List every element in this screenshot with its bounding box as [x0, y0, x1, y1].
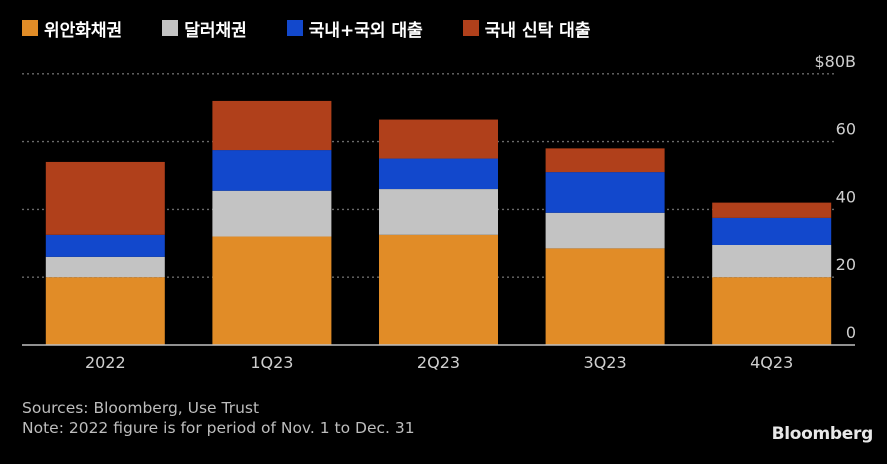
chart-footer: Sources: Bloomberg, Use Trust Note: 2022… — [22, 398, 415, 438]
legend-label: 달러채권 — [184, 20, 247, 41]
bar-segment — [379, 158, 498, 190]
y-tick-label: $80B — [814, 52, 856, 71]
y-tick-label: 20 — [836, 255, 856, 274]
bar-segment — [712, 217, 832, 245]
y-tick-label: 60 — [836, 120, 856, 139]
legend-item: 국내 신탁 대출 — [462, 16, 591, 41]
y-tick-label: 0 — [846, 323, 856, 342]
legend-item: 국내+국외 대출 — [286, 16, 423, 41]
bar-segment — [712, 277, 832, 345]
bar-segment — [379, 234, 498, 345]
bar-segment — [379, 189, 498, 235]
bar-segment — [45, 277, 165, 345]
bar-segment — [45, 161, 165, 235]
legend-swatch — [462, 20, 479, 36]
bar-segment — [212, 100, 332, 151]
legend-swatch — [162, 20, 179, 36]
sources-note: Sources: Bloomberg, Use Trust — [22, 399, 260, 417]
bar-segment — [45, 256, 165, 278]
period-note: Note: 2022 figure is for period of Nov. … — [22, 419, 415, 437]
x-tick-label: 2022 — [85, 353, 126, 372]
bar-segment — [545, 212, 665, 249]
bar-segment — [212, 150, 332, 191]
chart: 0 20 40 60 $80B 2022 1Q23 2Q23 3Q23 4Q23 — [22, 52, 856, 372]
legend-label: 국내+국외 대출 — [308, 20, 423, 41]
x-tick-label: 1Q23 — [250, 353, 293, 372]
bar-segment — [379, 119, 498, 159]
bar-segment — [212, 236, 332, 345]
bloomberg-logo: Bloomberg — [771, 424, 874, 444]
bar-segment — [712, 244, 832, 278]
legend-label: 위안화채권 — [44, 20, 123, 41]
legend-item: 위안화채권 — [22, 16, 122, 41]
y-tick-label: 40 — [836, 187, 856, 206]
bar-segment — [545, 248, 665, 345]
bar-segment — [45, 234, 165, 257]
legend-swatch — [286, 20, 303, 36]
bar-segment — [712, 202, 832, 218]
bar-segment — [212, 190, 332, 237]
legend-item: 달러채권 — [162, 16, 247, 41]
x-tick-label: 2Q23 — [417, 353, 460, 372]
x-tick-label: 4Q23 — [750, 353, 793, 372]
bar-segment — [545, 148, 665, 173]
legend: 위안화채권 달러채권 국내+국외 대출 국내 신탁 대출 — [22, 16, 630, 41]
legend-label: 국내 신탁 대출 — [484, 20, 591, 41]
x-tick-label: 3Q23 — [584, 353, 627, 372]
bar-segment — [545, 172, 665, 213]
legend-swatch — [22, 20, 38, 36]
